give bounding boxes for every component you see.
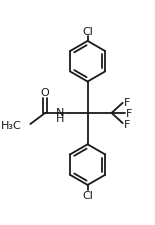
Text: F: F [124,97,131,107]
Text: F: F [126,108,132,118]
Text: Cl: Cl [82,27,93,37]
Text: F: F [124,119,131,129]
Text: H₃C: H₃C [1,120,22,130]
Text: O: O [41,87,49,97]
Text: H: H [56,114,64,124]
Text: Cl: Cl [82,190,93,200]
Text: N: N [56,108,64,117]
